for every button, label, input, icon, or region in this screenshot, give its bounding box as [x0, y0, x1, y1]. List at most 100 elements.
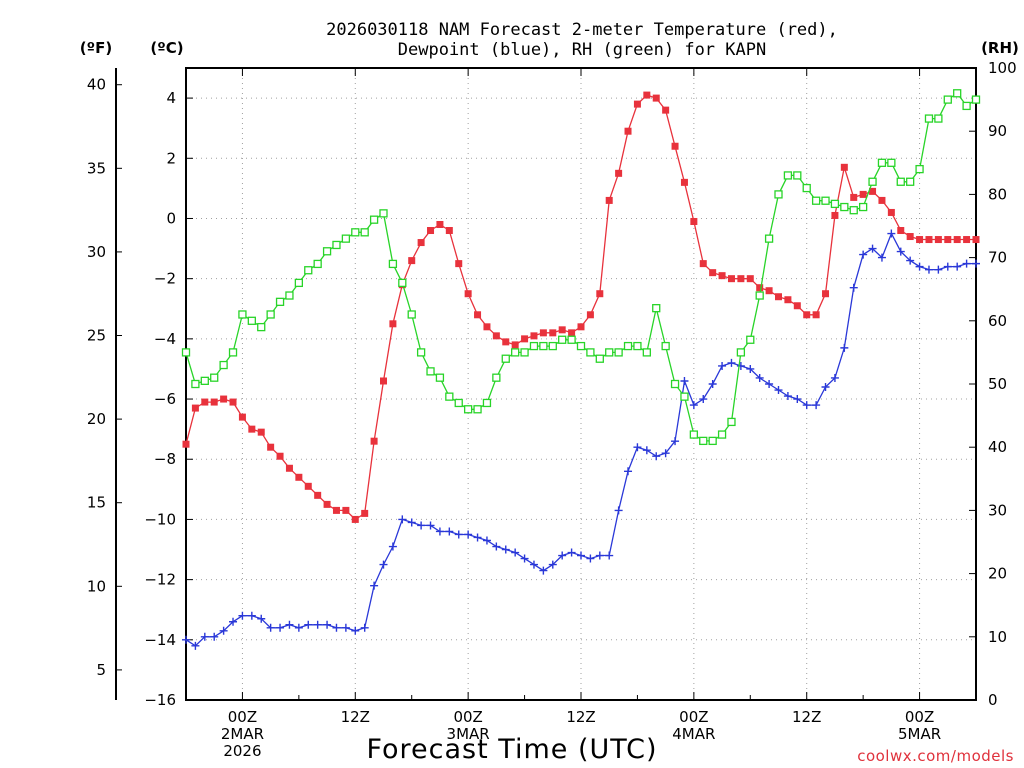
dewpoint-point: [370, 581, 379, 590]
temperature-point: [605, 196, 613, 204]
dewpoint-point: [285, 620, 294, 629]
temperature-point: [351, 515, 359, 523]
temperature-point: [539, 329, 547, 337]
rh-point: [595, 354, 604, 363]
temperature-point: [878, 196, 886, 204]
rh-tick-label: 100: [988, 59, 1017, 77]
rh-point: [849, 206, 858, 215]
dewpoint-point: [821, 383, 830, 392]
rh-point: [887, 158, 896, 167]
dewpoint-point: [313, 620, 322, 629]
rh-point: [943, 95, 952, 104]
dewpoint-point: [633, 443, 642, 452]
dewpoint-point: [501, 545, 510, 554]
dewpoint-point: [435, 527, 444, 536]
rh-point: [294, 278, 304, 288]
temperature-point: [445, 227, 453, 235]
temperature-point: [944, 236, 952, 244]
rh-point: [924, 114, 934, 123]
temperature-point: [859, 190, 867, 198]
rh-point: [501, 354, 510, 363]
rh-point: [247, 316, 256, 325]
temperature-point: [737, 275, 745, 283]
rh-point: [416, 348, 426, 357]
dewpoint-point: [332, 623, 341, 632]
temperature-point: [662, 106, 670, 114]
celsius-tick-label: −4: [154, 330, 176, 348]
temperature-point: [803, 311, 811, 319]
rh-point: [670, 379, 680, 389]
temperature-point: [436, 220, 444, 228]
rh-point: [332, 240, 341, 250]
temperature-point: [323, 500, 331, 508]
fahrenheit-tick-label: 10: [87, 577, 106, 595]
dewpoint-point: [812, 401, 821, 410]
dewpoint-point: [877, 253, 886, 262]
temperature-point: [887, 208, 895, 216]
celsius-axis-unit: (ºC): [150, 39, 183, 57]
x-tick-label: 12Z: [792, 708, 821, 726]
dewpoint-point: [360, 623, 369, 632]
dewpoint-point: [783, 392, 792, 401]
rh-point: [793, 171, 802, 180]
dewpoint-point: [972, 259, 980, 268]
rh-tick-label: 0: [988, 691, 998, 709]
rh-point: [558, 335, 567, 344]
dewpoint-point: [388, 542, 397, 551]
x-tick-label: 12Z: [566, 708, 595, 726]
chart-title: 2026030118 NAM Forecast 2-meter Temperat…: [326, 20, 838, 60]
dewpoint-point: [229, 617, 238, 626]
dewpoint-point: [454, 530, 463, 539]
chart-title-line2: Dewpoint (blue), RH (green) for KAPN: [398, 40, 766, 60]
temperature-point: [417, 239, 425, 247]
temperature-point: [267, 443, 275, 451]
dewpoint-point: [708, 380, 717, 388]
temperature-point: [210, 398, 218, 406]
temperature-point: [699, 260, 707, 268]
grid-lines: [186, 68, 976, 700]
temperature-point: [370, 437, 378, 445]
dewpoint-point: [605, 551, 614, 560]
rh-point: [586, 348, 595, 357]
temperature-point: [840, 163, 848, 171]
rh-point: [727, 417, 736, 427]
rh-point: [426, 367, 435, 376]
rh-point: [379, 209, 388, 218]
x-tick-label: 00Z: [905, 708, 934, 726]
rh-tick-label: 20: [988, 565, 1007, 583]
dewpoint-point: [924, 265, 933, 274]
dewpoint-point: [830, 373, 839, 382]
rh-point: [652, 304, 661, 313]
dewpoint-point: [520, 554, 529, 563]
temperature-point: [812, 311, 820, 319]
temperature-point: [492, 332, 500, 340]
rh-point: [463, 405, 473, 414]
temperature-point: [380, 377, 387, 385]
rh-point: [398, 278, 407, 288]
temperature-point: [314, 491, 322, 499]
chart-title-line1: 2026030118 NAM Forecast 2-meter Temperat…: [326, 20, 838, 40]
dewpoint-point: [238, 611, 247, 620]
temperature-point: [483, 323, 491, 331]
x-tick-date-label: 3MAR: [447, 725, 490, 743]
temperature-point: [577, 323, 585, 331]
rh-point: [717, 430, 727, 439]
dewpoint-point: [351, 626, 360, 635]
dewpoint-point: [746, 364, 755, 373]
dewpoint-point: [774, 386, 783, 395]
rh-point: [689, 430, 699, 439]
celsius-tick-label: −10: [144, 510, 176, 528]
temperature-point: [295, 473, 303, 481]
rh-point: [313, 259, 322, 269]
rh-point: [576, 341, 586, 351]
dewpoint-point: [680, 376, 689, 385]
rh-point: [915, 164, 924, 174]
temperature-point: [784, 296, 792, 304]
dewpoint-point: [953, 262, 962, 271]
dewpoint-point: [323, 620, 332, 629]
rh-point: [275, 297, 285, 306]
dewpoint-point: [482, 536, 491, 545]
celsius-tick-label: −16: [144, 691, 176, 709]
rh-point: [322, 247, 332, 256]
